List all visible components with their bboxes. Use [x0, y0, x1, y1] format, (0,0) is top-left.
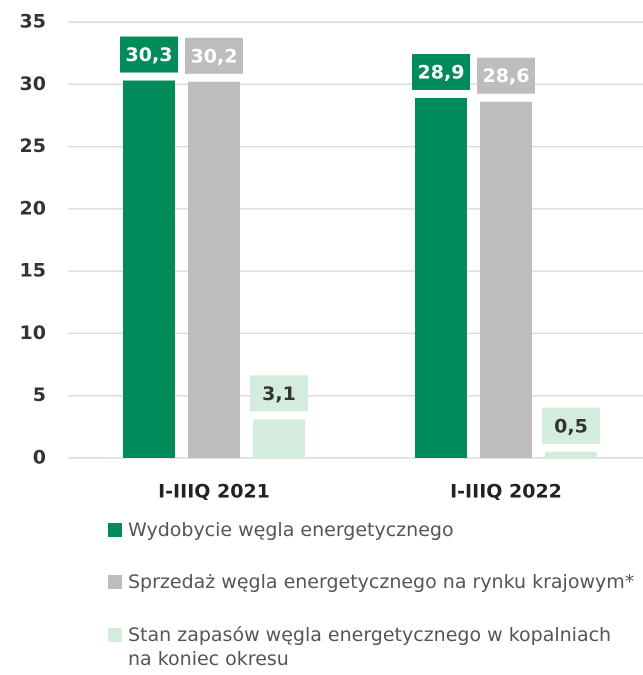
y-tick-label: 5 — [33, 384, 46, 406]
legend-swatch — [108, 575, 122, 589]
y-tick-label: 35 — [20, 11, 46, 33]
value-label: 30,3 — [126, 44, 173, 66]
legend-label: Sprzedaż węgla energetycznego na rynku k… — [128, 571, 635, 593]
value-label-box — [477, 57, 535, 94]
value-label: 3,1 — [262, 383, 296, 405]
value-label: 30,2 — [191, 45, 238, 67]
value-label-box — [412, 53, 470, 90]
y-tick-label: 10 — [20, 322, 46, 344]
chart: 0 5 10 15 20 25 30 35 I-IIIQ 2021 30,3 30,2 3,1 I-II… — [20, 11, 643, 503]
bar — [415, 97, 467, 458]
y-tick-label: 20 — [20, 197, 46, 219]
legend-entry: Sprzedaż węgla energetycznego na rynku k… — [108, 570, 638, 594]
value-label-box — [120, 36, 178, 73]
value-label-box — [250, 375, 308, 412]
y-tick-label: 25 — [20, 135, 46, 157]
x-tick-label: I-IIIQ 2021 — [158, 481, 270, 501]
legend-entry: Stan zapasów węgla energetycznego w kopa… — [108, 623, 638, 671]
x-tick-label: I-IIIQ 2022 — [450, 481, 562, 501]
value-label: 28,6 — [483, 65, 530, 87]
bar — [480, 101, 532, 459]
bar — [188, 81, 240, 459]
bar — [123, 80, 175, 458]
legend-swatch — [108, 523, 122, 537]
y-tick-label: 15 — [20, 260, 46, 282]
legend-label: Wydobycie węgla energetycznego — [128, 519, 454, 541]
y-tick-label: 0 — [33, 447, 46, 469]
value-label: 28,9 — [418, 61, 465, 83]
legend-entry: Wydobycie węgla energetycznego — [108, 518, 638, 542]
bar — [545, 451, 597, 458]
legend-label: Stan zapasów węgla energetycznego w kopa… — [128, 624, 612, 670]
legend-swatch — [108, 628, 122, 642]
y-tick-label: 30 — [20, 73, 46, 95]
bar — [253, 419, 305, 458]
value-label-box — [542, 407, 600, 444]
value-label-box — [185, 37, 243, 74]
value-label: 0,5 — [554, 415, 588, 437]
